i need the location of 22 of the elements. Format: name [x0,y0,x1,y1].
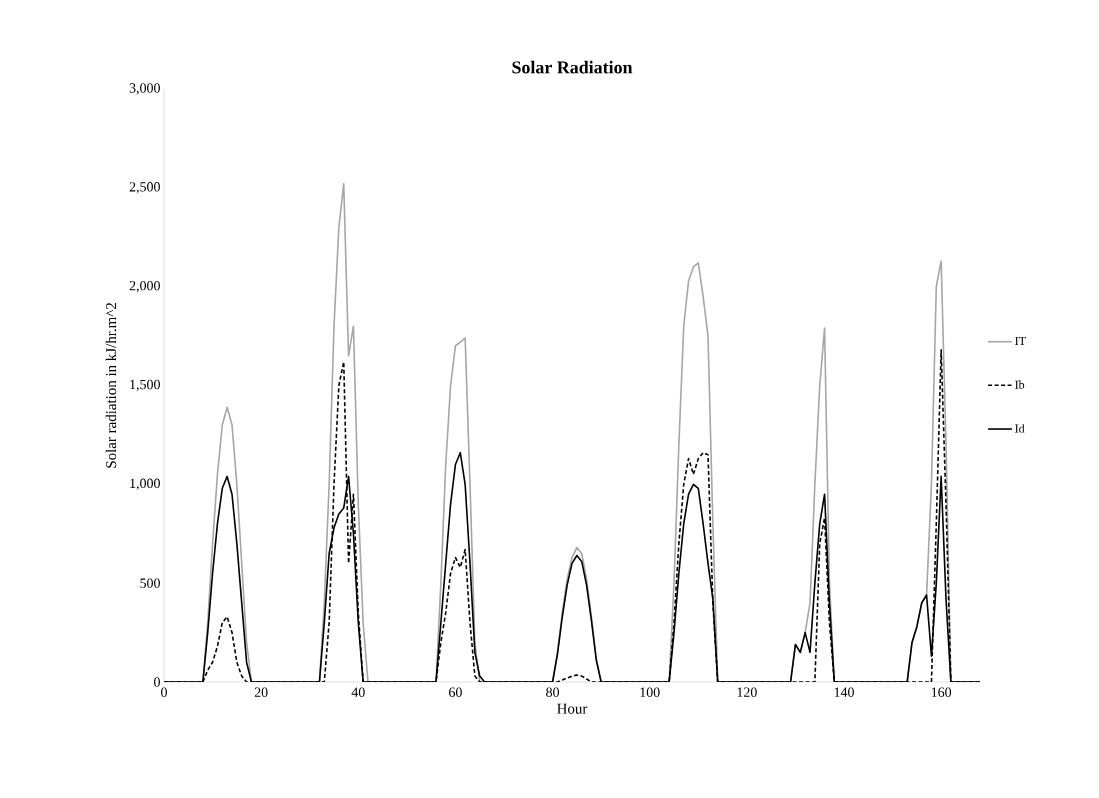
y-tick-label: 0 [154,677,160,687]
legend-label: Id [1015,424,1025,433]
legend-label: Ib [1015,380,1025,389]
chart-title: Solar Radiation [512,60,633,74]
y-tick-label: 1,500 [130,379,160,392]
x-axis-title: Hour [557,703,588,714]
x-tick-label: 40 [351,687,365,697]
x-tick-label: 80 [546,687,560,697]
y-axis-title: Solar radiation in kJ/hr.m^2 [105,303,117,468]
x-tick-label: 0 [161,687,167,697]
x-tick-label: 120 [737,687,757,697]
legend-label: IT [1015,337,1026,345]
x-tick-label: 20 [254,687,268,697]
y-tick-label: 500 [140,578,160,588]
y-tick-label: 1,000 [130,478,160,491]
y-tick-label: 2,000 [129,280,160,293]
y-tick-label: 3,000 [129,83,160,95]
x-tick-label: 100 [640,687,660,697]
x-tick-label: 60 [449,687,462,697]
x-tick-label: 160 [931,687,952,697]
x-tick-label: 140 [834,687,854,697]
y-tick-label: 2,500 [129,182,160,194]
